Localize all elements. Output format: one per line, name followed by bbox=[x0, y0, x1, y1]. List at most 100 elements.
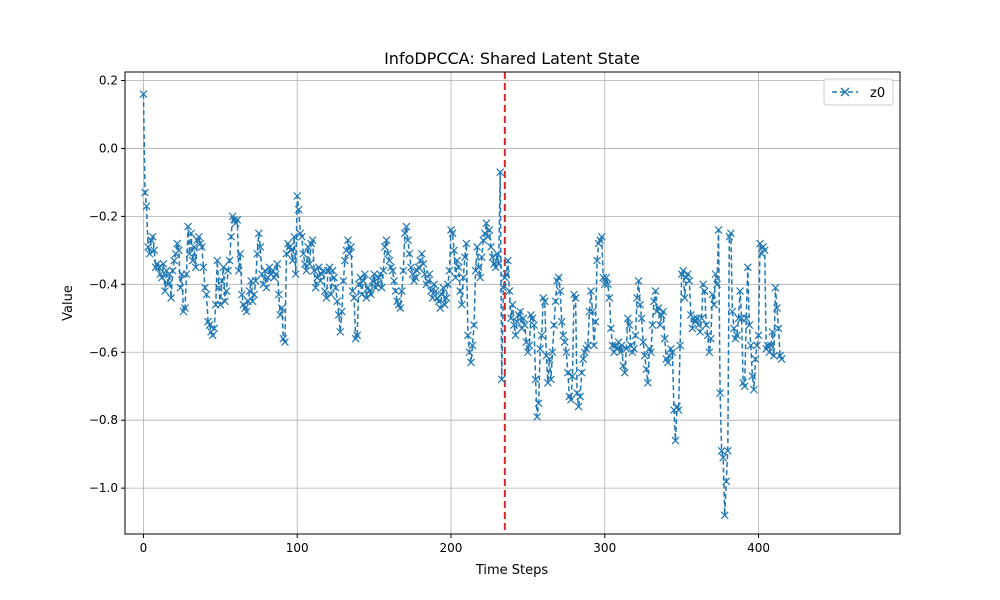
data-point-marker bbox=[445, 266, 454, 275]
data-point-marker bbox=[507, 314, 515, 323]
data-point-marker bbox=[711, 270, 720, 279]
legend-x-marker-icon bbox=[840, 87, 850, 97]
data-point-marker bbox=[599, 273, 608, 282]
data-point-marker bbox=[740, 382, 749, 391]
data-point-marker bbox=[368, 276, 377, 285]
data-point-marker bbox=[710, 300, 718, 309]
data-point-marker bbox=[348, 287, 357, 296]
data-point-marker bbox=[620, 368, 629, 377]
data-point-marker bbox=[214, 283, 223, 292]
data-point-marker bbox=[585, 307, 594, 316]
data-point-marker bbox=[450, 246, 458, 255]
data-point-marker bbox=[333, 297, 342, 306]
data-point-marker bbox=[404, 236, 412, 245]
data-point-marker bbox=[474, 263, 483, 272]
y-tick-label: 0.2 bbox=[99, 73, 118, 87]
data-point-marker bbox=[276, 310, 285, 319]
data-point-marker bbox=[320, 287, 329, 296]
data-point-marker bbox=[271, 270, 280, 279]
data-point-marker bbox=[400, 229, 409, 238]
chart-title: InfoDPCCA: Shared Latent State bbox=[384, 49, 640, 68]
data-point-marker bbox=[463, 331, 472, 340]
data-point-marker bbox=[631, 331, 640, 340]
data-point-marker bbox=[297, 232, 306, 241]
data-point-marker bbox=[568, 372, 577, 380]
data-point-marker bbox=[379, 266, 388, 275]
data-point-marker bbox=[227, 232, 236, 241]
data-point-marker bbox=[697, 314, 706, 323]
data-point-marker bbox=[576, 392, 585, 401]
data-point-marker bbox=[290, 232, 299, 241]
data-point-marker bbox=[503, 256, 512, 265]
data-point-marker bbox=[720, 511, 729, 520]
data-point-marker bbox=[726, 229, 735, 238]
data-point-marker bbox=[425, 270, 434, 279]
data-point-marker bbox=[748, 372, 757, 380]
data-point-marker bbox=[417, 249, 426, 258]
data-point-marker bbox=[357, 290, 366, 299]
data-point-marker bbox=[194, 232, 203, 241]
data-point-marker bbox=[749, 385, 758, 394]
data-point-marker bbox=[347, 243, 355, 251]
data-point-marker bbox=[184, 222, 192, 231]
data-point-marker bbox=[442, 293, 451, 302]
data-point-marker bbox=[496, 168, 505, 177]
data-point-marker bbox=[233, 215, 242, 224]
x-tick-label: 200 bbox=[440, 541, 463, 555]
x-tick-label: 100 bbox=[286, 541, 309, 555]
data-point-marker bbox=[377, 283, 386, 292]
data-point-marker bbox=[768, 327, 777, 336]
data-point-marker bbox=[623, 314, 632, 323]
data-point-marker bbox=[167, 293, 176, 302]
data-point-marker bbox=[676, 341, 685, 350]
data-point-marker bbox=[460, 253, 469, 262]
data-point-marker bbox=[625, 321, 634, 330]
data-point-marker bbox=[176, 283, 185, 292]
data-point-marker bbox=[637, 314, 646, 323]
data-point-marker bbox=[493, 249, 502, 258]
data-point-marker bbox=[382, 236, 391, 245]
data-point-marker bbox=[457, 300, 466, 309]
data-point-marker bbox=[448, 229, 457, 238]
data-point-marker bbox=[234, 266, 243, 275]
data-point-marker bbox=[208, 331, 217, 340]
data-point-marker bbox=[291, 270, 300, 279]
data-point-marker bbox=[485, 226, 494, 234]
data-point-marker bbox=[769, 351, 778, 360]
data-point-marker bbox=[591, 317, 600, 326]
data-point-marker bbox=[696, 327, 705, 336]
data-point-marker bbox=[713, 280, 721, 289]
data-point-marker bbox=[508, 300, 517, 309]
data-point-marker bbox=[650, 297, 658, 306]
data-point-marker bbox=[685, 276, 694, 285]
data-point-marker bbox=[530, 321, 538, 330]
data-point-marker bbox=[187, 229, 196, 238]
x-tick-label: 300 bbox=[593, 541, 616, 555]
data-point-marker bbox=[633, 293, 641, 302]
data-point-marker bbox=[705, 348, 714, 357]
data-point-marker bbox=[336, 327, 345, 336]
data-point-marker bbox=[513, 317, 522, 326]
data-point-marker bbox=[396, 304, 405, 313]
data-point-marker bbox=[443, 280, 452, 289]
data-point-marker bbox=[221, 297, 229, 306]
x-axis-ticks: 0 100 200 300 400 bbox=[140, 534, 770, 555]
data-point-marker bbox=[531, 375, 540, 384]
data-point-marker bbox=[760, 246, 769, 255]
data-point-marker bbox=[168, 266, 177, 275]
data-point-marker bbox=[683, 270, 692, 279]
data-point-marker bbox=[185, 249, 194, 258]
data-point-marker bbox=[742, 314, 751, 323]
data-point-marker bbox=[640, 351, 649, 360]
data-point-marker bbox=[771, 283, 780, 292]
data-point-marker bbox=[617, 341, 626, 350]
data-point-marker bbox=[643, 378, 652, 387]
data-point-marker bbox=[540, 297, 549, 306]
data-point-marker bbox=[250, 290, 259, 299]
data-point-marker bbox=[502, 270, 511, 279]
data-point-marker bbox=[559, 331, 568, 340]
data-point-marker bbox=[730, 324, 738, 333]
data-point-marker bbox=[753, 341, 761, 350]
data-point-marker bbox=[642, 365, 651, 374]
